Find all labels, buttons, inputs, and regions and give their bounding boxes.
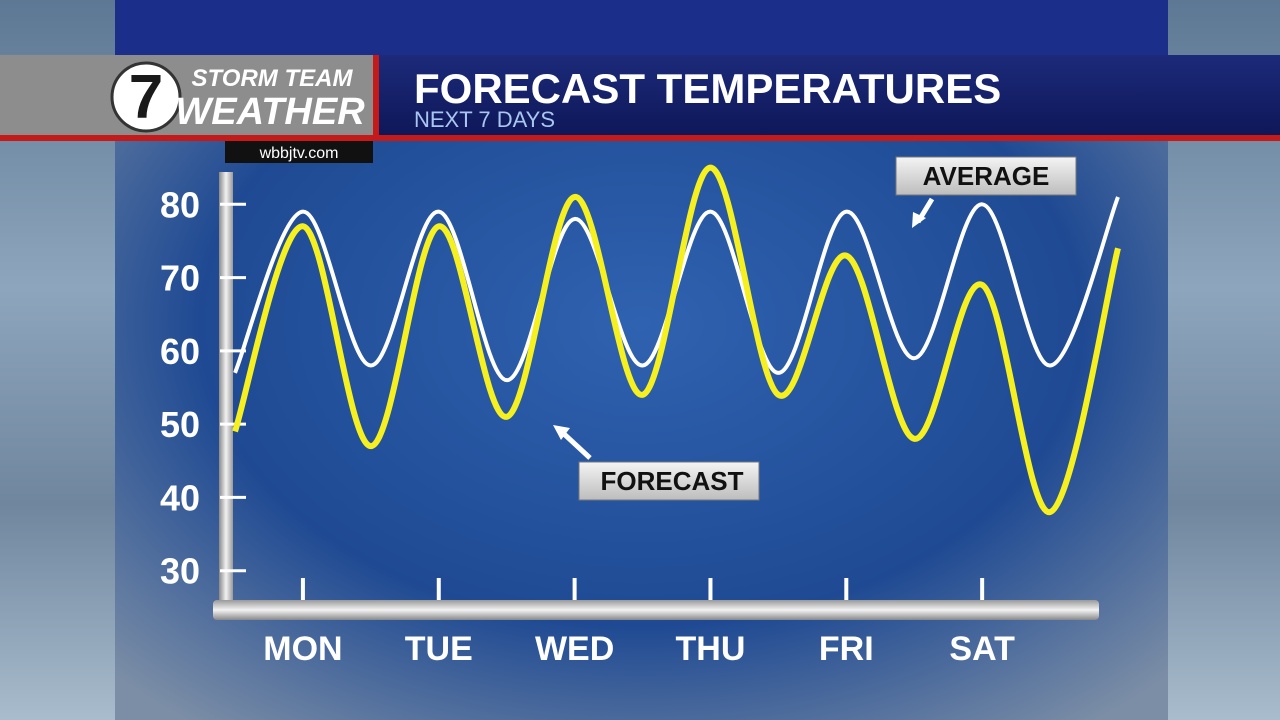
- x-tick-label: WED: [535, 630, 614, 668]
- y-tick-label: 30: [160, 551, 200, 592]
- panel-top: [115, 0, 1168, 55]
- y-tick-label: 50: [160, 404, 200, 445]
- legend-label: FORECAST: [601, 466, 744, 496]
- x-axis-bar: [213, 600, 1099, 620]
- website: wbbjtv.com: [259, 145, 339, 162]
- legend-label: AVERAGE: [923, 161, 1050, 191]
- legend-box: [895, 156, 1077, 196]
- y-tick-label: 60: [160, 331, 200, 372]
- legend-arrow: [561, 431, 592, 460]
- x-tick-label: TUE: [405, 630, 473, 668]
- logo-line1: STORM TEAM: [192, 65, 354, 92]
- header-divider: [373, 55, 379, 140]
- y-tick-label: 70: [160, 258, 200, 299]
- header-rule: [0, 135, 1280, 141]
- chart-title: FORECAST TEMPERATURES: [414, 65, 1001, 112]
- logo-circle: [110, 61, 182, 133]
- logo-band: [0, 55, 375, 140]
- y-axis-bar: [219, 172, 233, 612]
- series-line: [232, 164, 1121, 516]
- legend-arrowhead: [553, 425, 570, 440]
- logo-number: 7: [129, 63, 163, 132]
- x-tick-label: FRI: [819, 630, 874, 668]
- legend-arrowhead: [912, 212, 926, 228]
- y-tick-label: 80: [160, 184, 200, 225]
- chart-subtitle: NEXT 7 DAYS: [414, 107, 555, 132]
- logo-line2: WEATHER: [175, 91, 365, 133]
- website-band: [225, 141, 373, 163]
- x-tick-label: THU: [676, 630, 746, 668]
- x-tick-label: SAT: [949, 630, 1015, 668]
- legend-box: [578, 461, 760, 501]
- plot: [220, 164, 1121, 600]
- x-tick-label: MON: [263, 630, 342, 668]
- y-tick-label: 40: [160, 477, 200, 518]
